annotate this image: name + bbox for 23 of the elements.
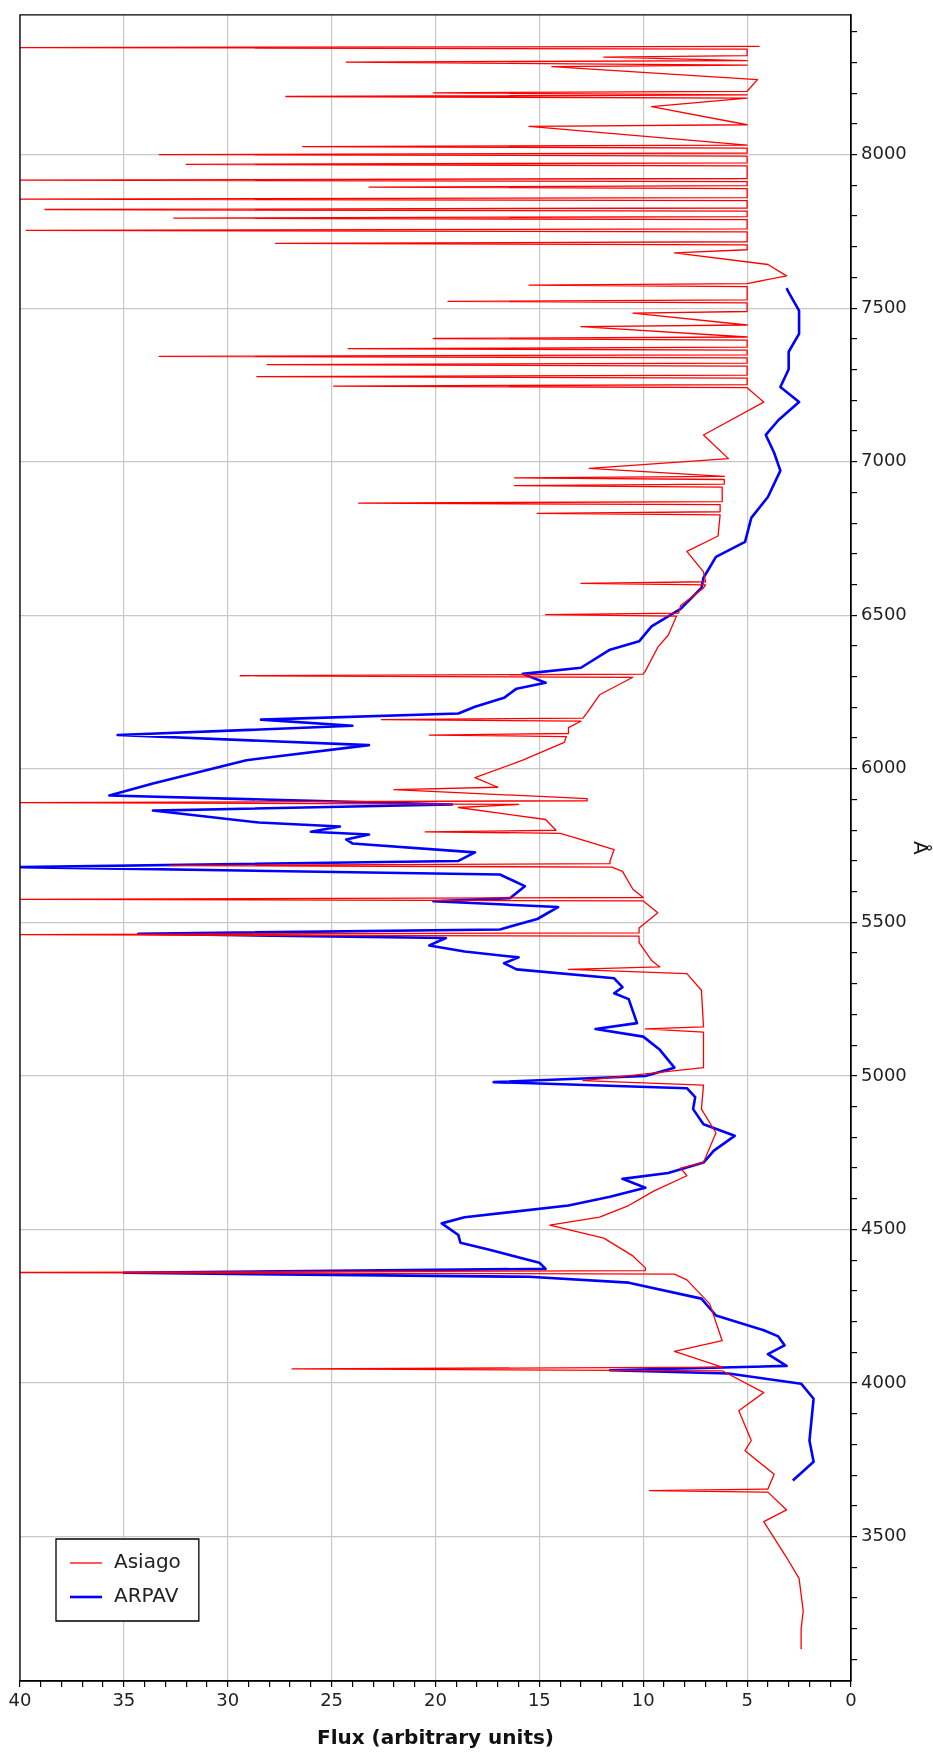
y-tick-label: 5500 <box>861 910 907 932</box>
legend-label: Asiago <box>114 1549 181 1574</box>
y-tick-label: 8000 <box>861 142 907 164</box>
x-tick-label: 15 <box>527 1689 551 1711</box>
x-tick-label: 20 <box>424 1689 447 1711</box>
x-tick-label: 25 <box>320 1689 344 1711</box>
y-tick-label: 6000 <box>861 756 907 778</box>
x-tick-label: 5 <box>741 1689 753 1711</box>
x-tick-label: 40 <box>8 1689 32 1711</box>
y-tick-label: 5000 <box>861 1063 907 1085</box>
x-tick-label: 0 <box>845 1689 857 1711</box>
x-tick-label: 10 <box>631 1689 655 1711</box>
y-tick-label: 4000 <box>861 1370 907 1392</box>
y-tick-label: 6500 <box>861 602 907 624</box>
y-tick-label: 7500 <box>861 295 907 317</box>
legend-label: ARPAV <box>114 1583 179 1608</box>
y-tick-label: 7000 <box>861 449 907 471</box>
x-tick-label: 30 <box>216 1689 240 1711</box>
x-tick-label: 35 <box>112 1689 136 1711</box>
y-tick-label: 3500 <box>861 1524 907 1546</box>
x-axis-title: Flux (arbitrary units) <box>316 1725 555 1750</box>
y-tick-label: 4500 <box>861 1217 907 1239</box>
y-axis-title: Å <box>908 841 933 856</box>
